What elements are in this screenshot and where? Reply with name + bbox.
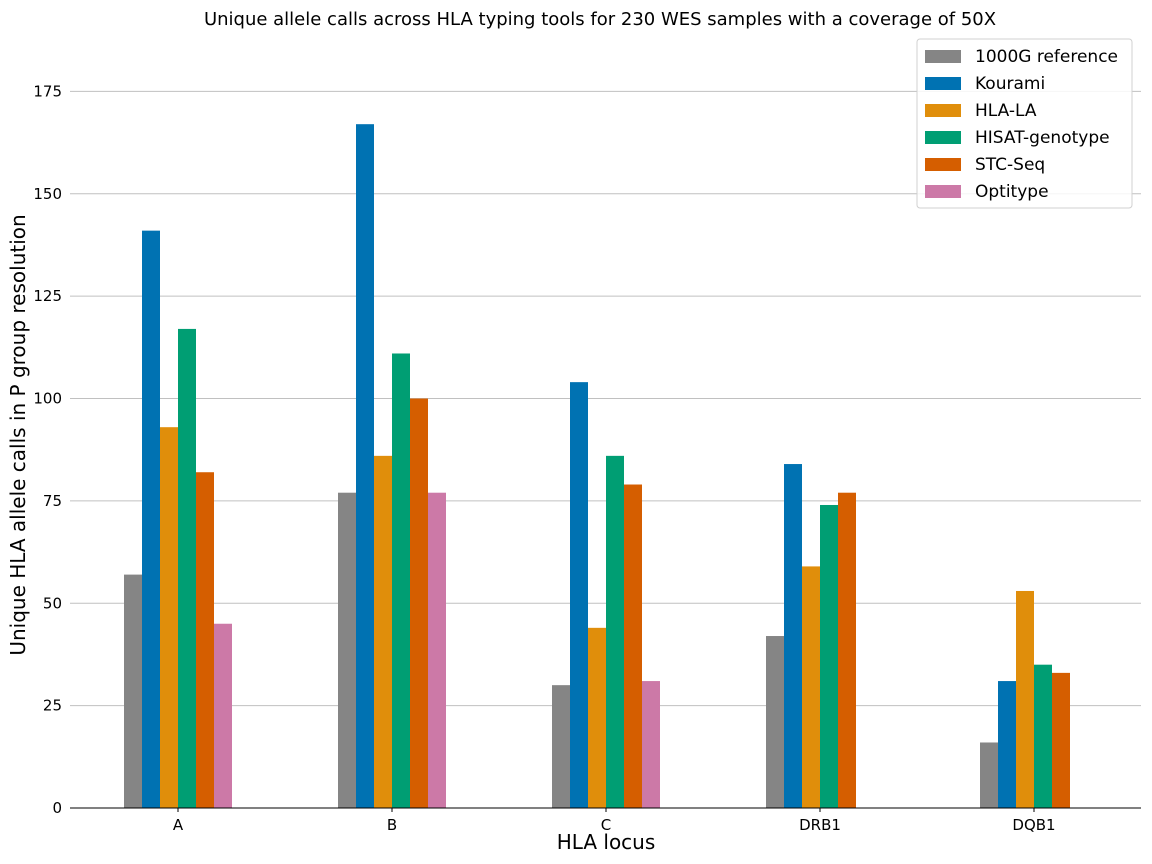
grid-lines (70, 90, 1141, 707)
y-tick-label: 25 (43, 697, 62, 715)
chart-title: Unique allele calls across HLA typing to… (204, 9, 996, 30)
bar-c-1000g-reference (552, 685, 570, 808)
y-tick-label: 0 (52, 799, 62, 817)
bar-b-stc-seq (410, 398, 428, 808)
bar-dqb1-stc-seq (1052, 672, 1070, 808)
legend-label: HLA-LA (975, 101, 1037, 121)
bar-c-kourami (570, 382, 588, 808)
legend-label: HISAT-genotype (975, 128, 1110, 148)
bar-b-kourami (356, 124, 374, 808)
legend-label: Optitype (975, 182, 1049, 202)
y-axis-label: Unique HLA allele calls in P group resol… (6, 214, 30, 655)
legend-label: STC-Seq (975, 155, 1045, 175)
legend-box (916, 38, 1133, 209)
y-tick-label: 100 (33, 390, 62, 408)
bar-dqb1-kourami (998, 681, 1016, 808)
bar-c-hisat-genotype (606, 455, 624, 808)
legend-swatch (925, 185, 961, 198)
bar-b-1000g-reference (338, 492, 356, 808)
bar-drb1-kourami (784, 464, 802, 808)
y-tick-labels: 0 25 50 75 100 125 150 175 (33, 82, 62, 817)
y-tick-label: 75 (43, 492, 62, 510)
x-tick-label: DQB1 (1012, 816, 1055, 834)
x-tick-label: A (173, 816, 184, 834)
bar-dqb1-1000g-reference (980, 742, 998, 808)
bar-a-kourami (142, 230, 160, 809)
bar-drb1-hla-la (802, 566, 820, 808)
bar-b-hla-la (374, 455, 392, 808)
bar-a-hisat-genotype (178, 328, 196, 808)
bar-drb1-hisat-genotype (820, 504, 838, 808)
bar-a-stc-seq (196, 472, 214, 808)
bar-drb1-stc-seq (838, 492, 856, 808)
x-tick-labels: A B C DRB1 DQB1 (173, 808, 1056, 834)
bar-a-optitype (214, 623, 232, 808)
x-axis-label: HLA locus (557, 830, 656, 854)
legend: 1000G reference Kourami HLA-LA HISAT-genoty… (916, 38, 1133, 209)
bar-c-hla-la (588, 627, 606, 808)
y-tick-label: 50 (43, 594, 62, 612)
x-tick-label: B (387, 816, 397, 834)
bar-b-optitype (428, 492, 446, 808)
legend-swatch (925, 50, 961, 63)
y-tick-label: 125 (33, 287, 62, 305)
bar-dqb1-hisat-genotype (1034, 664, 1052, 808)
legend-swatch (925, 77, 961, 90)
x-tick-label: DRB1 (799, 816, 841, 834)
bar-drb1-1000g-reference (766, 636, 784, 808)
legend-label: Kourami (975, 74, 1045, 94)
bar-c-optitype (642, 681, 660, 808)
bars (124, 124, 1070, 809)
bar-b-hisat-genotype (392, 353, 410, 808)
legend-swatch (925, 131, 961, 144)
bar-dqb1-hla-la (1016, 590, 1034, 808)
bar-a-hla-la (160, 427, 178, 808)
x-tick-label: C (601, 816, 611, 834)
y-tick-label: 150 (33, 185, 62, 203)
bar-a-1000g-reference (124, 574, 142, 808)
legend-swatch (925, 104, 961, 117)
legend-swatch (925, 158, 961, 171)
bar-c-stc-seq (624, 484, 642, 808)
y-tick-label: 175 (33, 82, 62, 100)
legend-label: 1000G reference (975, 47, 1118, 67)
